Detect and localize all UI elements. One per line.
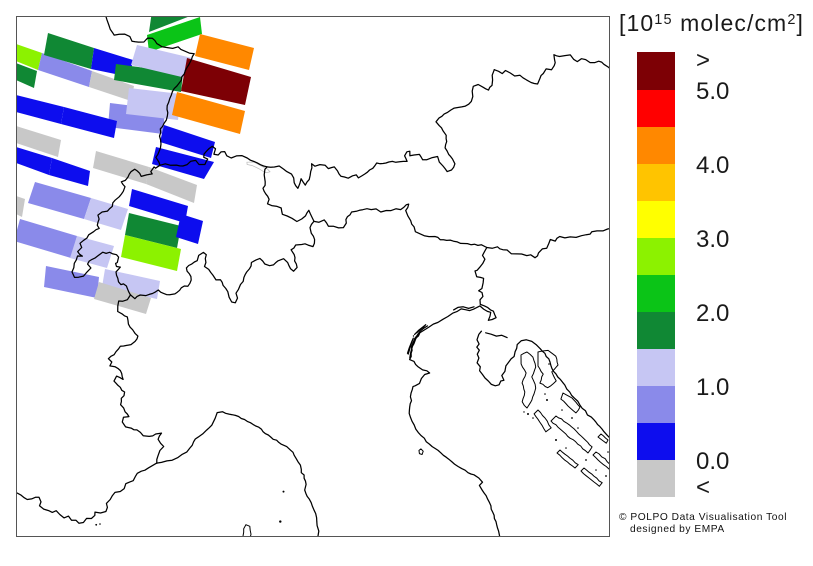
svg-text:© POLPO Data Visualisation Too: © POLPO Data Visualisation Tool [619,512,787,523]
svg-text:3.0: 3.0 [696,226,729,253]
svg-text:<: < [696,474,710,501]
svg-text:designed by EMPA: designed by EMPA [630,524,725,535]
svg-text:>: > [696,47,710,74]
svg-text:[1015 molec/cm2]: [1015 molec/cm2] [619,10,804,36]
svg-text:2.0: 2.0 [696,300,729,327]
svg-text:1.0: 1.0 [696,374,729,401]
svg-text:5.0: 5.0 [696,78,729,105]
svg-text:0.0: 0.0 [696,448,729,475]
svg-text:4.0: 4.0 [696,152,729,179]
